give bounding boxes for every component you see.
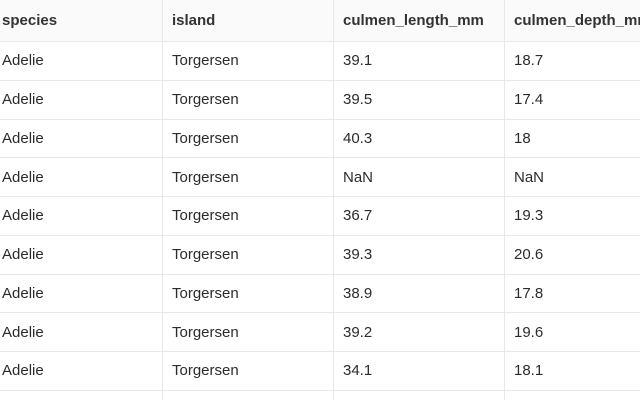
table-cell bbox=[0, 390, 163, 400]
table-cell: Torgersen bbox=[163, 274, 334, 314]
table-cell: 18.7 bbox=[505, 42, 640, 81]
column-header: island bbox=[163, 0, 334, 42]
table-cell: NaN bbox=[505, 158, 640, 197]
table-cell bbox=[163, 390, 334, 400]
column-header: species bbox=[0, 0, 163, 42]
table-cell: Adelie bbox=[0, 352, 163, 391]
table-cell bbox=[334, 390, 505, 400]
table-cell: 38.9 bbox=[334, 274, 505, 314]
table-cell: Torgersen bbox=[163, 235, 334, 275]
table-cell: NaN bbox=[334, 158, 505, 197]
table-cell: 19.3 bbox=[505, 197, 640, 236]
column-header: culmen_length_mm bbox=[334, 0, 505, 42]
table-cell: 39.1 bbox=[334, 42, 505, 81]
table-cell: 17.4 bbox=[505, 81, 640, 120]
table-cell: Torgersen bbox=[163, 313, 334, 352]
table-cell: Adelie bbox=[0, 158, 163, 197]
table-cell: 20.6 bbox=[505, 236, 640, 275]
table-cell: Torgersen bbox=[163, 352, 334, 391]
table-cell: 39.5 bbox=[334, 80, 505, 120]
table-cell: 39.3 bbox=[334, 235, 505, 275]
table-cell: 36.7 bbox=[334, 197, 505, 236]
table-cell: Torgersen bbox=[163, 42, 334, 81]
table-cell: 39.2 bbox=[334, 313, 505, 352]
column-header: culmen_depth_mm bbox=[505, 0, 640, 42]
table-cell: 18.1 bbox=[505, 352, 640, 391]
table-cell bbox=[505, 391, 640, 400]
table-cell: 17.8 bbox=[505, 275, 640, 314]
table-cell: Torgersen bbox=[163, 158, 334, 197]
table-cell: Torgersen bbox=[163, 197, 334, 236]
table-cell: Adelie bbox=[0, 119, 163, 159]
table-cell: Adelie bbox=[0, 42, 163, 81]
table-cell: Adelie bbox=[0, 313, 163, 352]
table-cell: Adelie bbox=[0, 274, 163, 314]
table-cell: Torgersen bbox=[163, 119, 334, 159]
table-cell: Adelie bbox=[0, 80, 163, 120]
table-cell: Adelie bbox=[0, 197, 163, 236]
table-cell: 40.3 bbox=[334, 119, 505, 159]
table-cell: Torgersen bbox=[163, 80, 334, 120]
table-cell: 18 bbox=[505, 120, 640, 159]
table-cell: 34.1 bbox=[334, 352, 505, 391]
table-cell: Adelie bbox=[0, 235, 163, 275]
table-cell: 19.6 bbox=[505, 313, 640, 352]
